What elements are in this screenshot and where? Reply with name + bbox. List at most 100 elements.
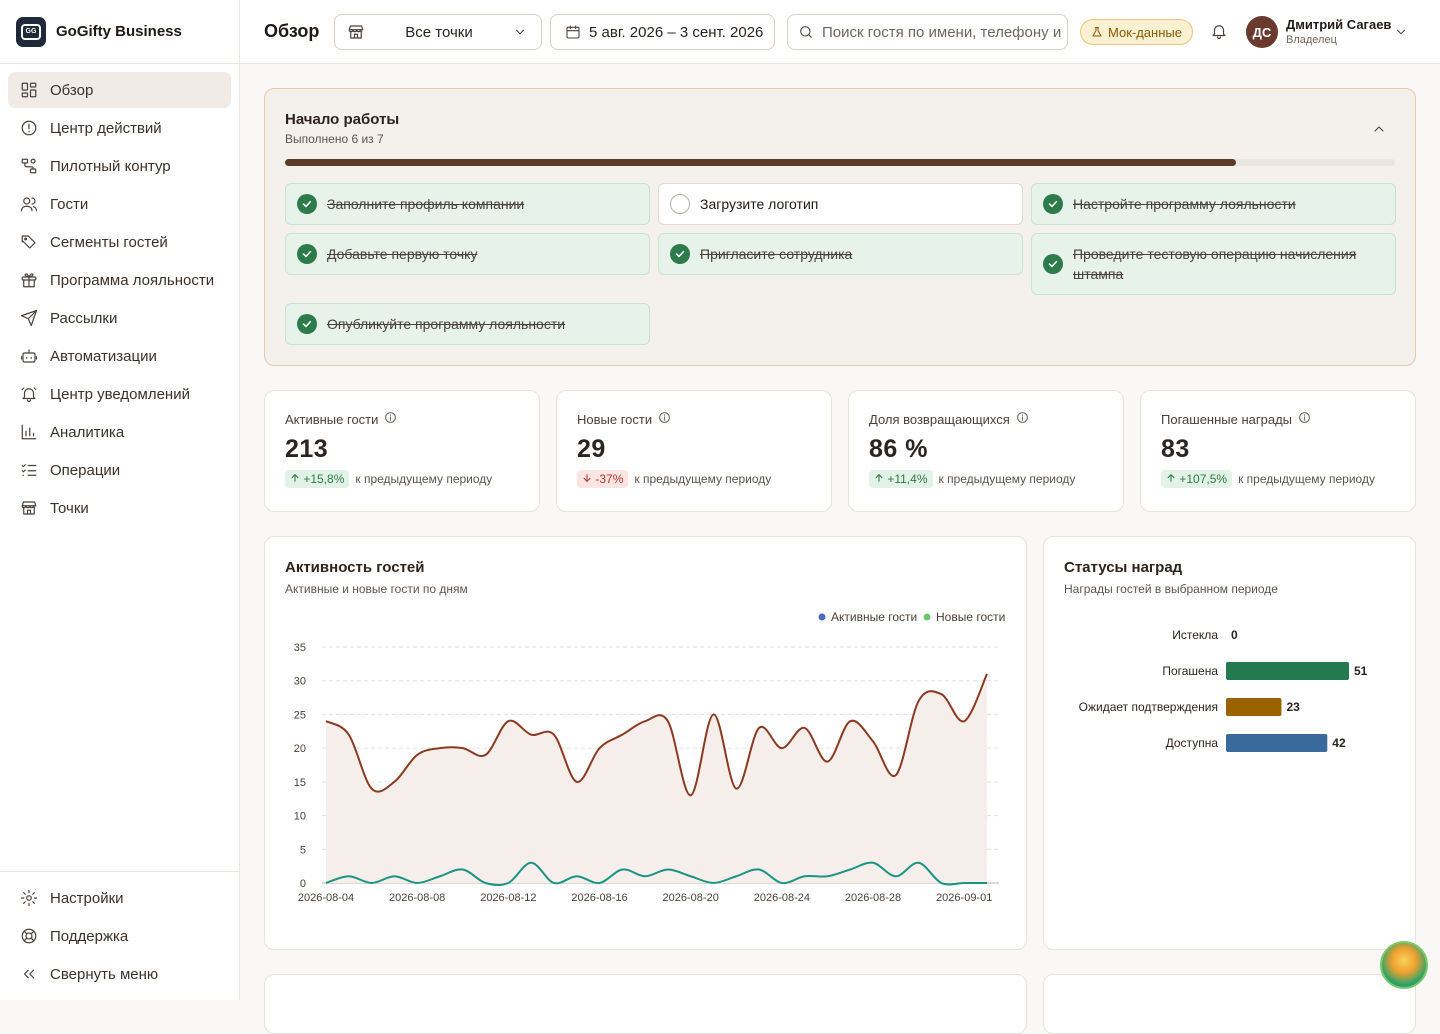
activity-title: Активность гостей — [285, 559, 425, 576]
guest-search-input[interactable] — [822, 24, 1062, 41]
reward-status-panel: Статусы наград Награды гостей в выбранно… — [1043, 536, 1416, 950]
y-tick-label: 20 — [294, 743, 306, 755]
onboarding-task[interactable]: Заполните профиль компании — [285, 183, 650, 225]
x-tick-label: 2026-08-20 — [663, 892, 719, 904]
arrow-up-icon — [290, 472, 300, 486]
sidebar-item-7[interactable]: Автоматизации — [8, 338, 231, 374]
bar-value-label: 0 — [1231, 628, 1238, 642]
sidebar-bottom-item-0[interactable]: Настройки — [8, 880, 231, 916]
kpi-title: Погашенные награды — [1161, 412, 1292, 427]
onboarding-task[interactable]: Пригласите сотрудника — [658, 233, 1023, 275]
onboarding-task[interactable]: Добавьте первую точку — [285, 233, 650, 275]
kpi-card: Погашенные награды 83 +107,5%к предыдущем… — [1140, 390, 1416, 512]
chevrons-left-icon — [20, 965, 38, 983]
sidebar-item-11[interactable]: Точки — [8, 490, 231, 526]
nav-item-label: Пилотный контур — [50, 158, 171, 175]
sidebar-item-0[interactable]: Обзор — [8, 72, 231, 108]
kpi-delta-badge: +15,8% — [285, 470, 349, 488]
kpi-title: Доля возвращающихся — [869, 412, 1010, 427]
sidebar-item-9[interactable]: Аналитика — [8, 414, 231, 450]
bar-value-label: 23 — [1286, 700, 1300, 714]
sidebar-item-6[interactable]: Рассылки — [8, 300, 231, 336]
kpi-delta-note: к предыдущему периоду — [1238, 472, 1375, 486]
nav-item-label: Аналитика — [50, 424, 124, 441]
sidebar-item-4[interactable]: Сегменты гостей — [8, 224, 231, 260]
nav-item-label: Рассылки — [50, 310, 117, 327]
info-icon[interactable] — [384, 411, 397, 427]
x-tick-label: 2026-08-24 — [754, 892, 810, 904]
onboarding-task[interactable]: Настройте программу лояльности — [1031, 183, 1396, 225]
kpi-delta-row: +107,5%к предыдущему периоду — [1161, 470, 1395, 488]
onboarding-task-label: Добавьте первую точку — [327, 244, 477, 264]
date-range-value: 5 авг. 2026 – 3 сент. 2026 — [589, 24, 763, 41]
nav-item-label: Операции — [50, 462, 120, 479]
guest-activity-panel: Активность гостей Активные и новые гости… — [264, 536, 1027, 950]
kpi-delta-row: -37%к предыдущему периоду — [577, 470, 811, 488]
sidebar-item-5[interactable]: Программа лояльности — [8, 262, 231, 298]
info-icon[interactable] — [1016, 411, 1029, 427]
nav-item-label: Гости — [50, 196, 88, 213]
onboarding-task[interactable]: Опубликуйте программу лояльности — [285, 303, 650, 345]
arrow-up-icon — [874, 472, 884, 486]
location-select-value: Все точки — [365, 24, 513, 41]
onboarding-task[interactable]: Проведите тестовую операцию начисления ш… — [1031, 233, 1396, 295]
brand[interactable]: GG GoGifty Business — [0, 0, 239, 64]
search-icon — [798, 24, 814, 40]
sidebar-item-3[interactable]: Гости — [8, 186, 231, 222]
user-name[interactable]: Дмитрий Сагаев — [1286, 17, 1391, 32]
sidebar-item-2[interactable]: Пилотный контур — [8, 148, 231, 184]
x-tick-label: 2026-08-16 — [571, 892, 627, 904]
notifications-bell-icon[interactable] — [1210, 22, 1228, 43]
onboarding-task[interactable]: Загрузите логотип — [658, 183, 1023, 225]
location-select[interactable]: Все точки — [334, 14, 542, 50]
activity-subtitle: Активные и новые гости по дням — [285, 582, 468, 596]
check-icon — [1043, 194, 1063, 214]
series-area-0 — [326, 674, 987, 883]
user-menu-chevron-icon[interactable] — [1394, 25, 1408, 42]
sidebar-item-1[interactable]: Центр действий — [8, 110, 231, 146]
nav-item-label: Центр действий — [50, 120, 162, 137]
bar-category-label: Ожидает подтверждения — [1079, 700, 1218, 714]
kpi-delta-note: к предыдущему периоду — [634, 472, 771, 486]
user-avatar[interactable]: ДС — [1246, 16, 1278, 48]
nav-item-label: Точки — [50, 500, 89, 517]
kpi-value: 213 — [285, 435, 519, 464]
sidebar-item-10[interactable]: Операции — [8, 452, 231, 488]
sidebar-item-8[interactable]: Центр уведомлений — [8, 376, 231, 412]
kpi-delta-note: к предыдущему периоду — [355, 472, 492, 486]
onboarding-card: Начало работы Выполнено 6 из 7 Заполните… — [264, 88, 1416, 366]
rewards-title: Статусы наград — [1064, 559, 1182, 576]
y-tick-label: 30 — [294, 676, 306, 688]
onboarding-task-label: Настройте программу лояльности — [1073, 194, 1296, 214]
nav-item-label: Свернуть меню — [50, 966, 158, 983]
onboarding-task-label: Пригласите сотрудника — [700, 244, 852, 264]
arrow-up-icon — [1166, 472, 1176, 486]
sidebar-bottom-item-2[interactable]: Свернуть меню — [8, 956, 231, 992]
collapse-chevron-up-icon[interactable] — [1371, 121, 1387, 140]
date-range-picker[interactable]: 5 авг. 2026 – 3 сент. 2026 — [550, 14, 775, 50]
bar — [1226, 734, 1327, 752]
kpi-value: 83 — [1161, 435, 1395, 464]
mock-data-badge-label: Мок-данные — [1108, 25, 1182, 40]
onboarding-task-label: Заполните профиль компании — [327, 194, 524, 214]
info-icon[interactable] — [1298, 411, 1311, 427]
nav-item-label: Настройки — [50, 890, 124, 907]
bar-value-label: 42 — [1332, 736, 1346, 750]
legend-clip — [1007, 599, 1026, 629]
bell-ring-icon — [20, 385, 38, 403]
empty-circle-icon — [670, 194, 690, 214]
store-icon — [20, 499, 38, 517]
onboarding-task-label: Опубликуйте программу лояльности — [327, 314, 565, 334]
onboarding-task-label: Загрузите логотип — [700, 194, 818, 214]
kpi-value: 86 % — [869, 435, 1103, 464]
kpi-delta: +15,8% — [303, 472, 344, 486]
y-tick-label: 5 — [300, 844, 306, 856]
chevron-down-icon — [513, 25, 527, 39]
assistant-fab-button[interactable] — [1380, 941, 1428, 989]
onboarding-task-label: Проведите тестовую операцию начисления ш… — [1073, 244, 1383, 284]
info-icon[interactable] — [658, 411, 671, 427]
onboarding-title: Начало работы — [285, 111, 399, 128]
sidebar-bottom-item-1[interactable]: Поддержка — [8, 918, 231, 954]
tags-icon — [20, 233, 38, 251]
x-tick-label: 2026-09-01 — [936, 892, 992, 904]
